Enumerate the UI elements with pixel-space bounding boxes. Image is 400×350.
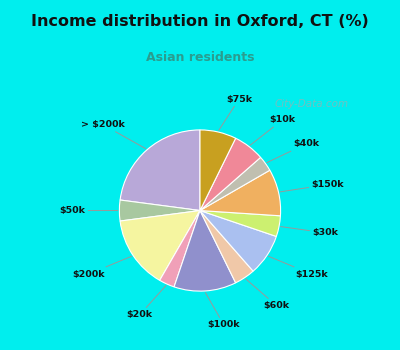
Wedge shape — [200, 170, 281, 216]
Text: $150k: $150k — [280, 180, 344, 192]
Text: $125k: $125k — [268, 256, 328, 279]
Wedge shape — [120, 130, 200, 211]
Text: Asian residents: Asian residents — [146, 51, 254, 64]
Text: Income distribution in Oxford, CT (%): Income distribution in Oxford, CT (%) — [31, 14, 369, 28]
Text: $20k: $20k — [127, 285, 166, 319]
Wedge shape — [160, 211, 200, 287]
Text: City-Data.com: City-Data.com — [275, 99, 349, 108]
Wedge shape — [200, 130, 236, 211]
Text: $60k: $60k — [246, 279, 290, 310]
Wedge shape — [174, 211, 236, 291]
Wedge shape — [200, 211, 280, 237]
Wedge shape — [200, 138, 261, 211]
Text: $100k: $100k — [205, 293, 240, 329]
Text: $75k: $75k — [219, 94, 252, 131]
Text: $30k: $30k — [281, 226, 338, 237]
Wedge shape — [200, 211, 276, 271]
Wedge shape — [200, 158, 270, 211]
Text: $50k: $50k — [60, 206, 118, 215]
Text: $40k: $40k — [267, 139, 319, 163]
Wedge shape — [120, 211, 200, 280]
Text: $200k: $200k — [72, 256, 132, 279]
Text: > $200k: > $200k — [81, 120, 146, 149]
Text: $10k: $10k — [250, 115, 296, 145]
Wedge shape — [200, 211, 253, 283]
Wedge shape — [119, 200, 200, 221]
